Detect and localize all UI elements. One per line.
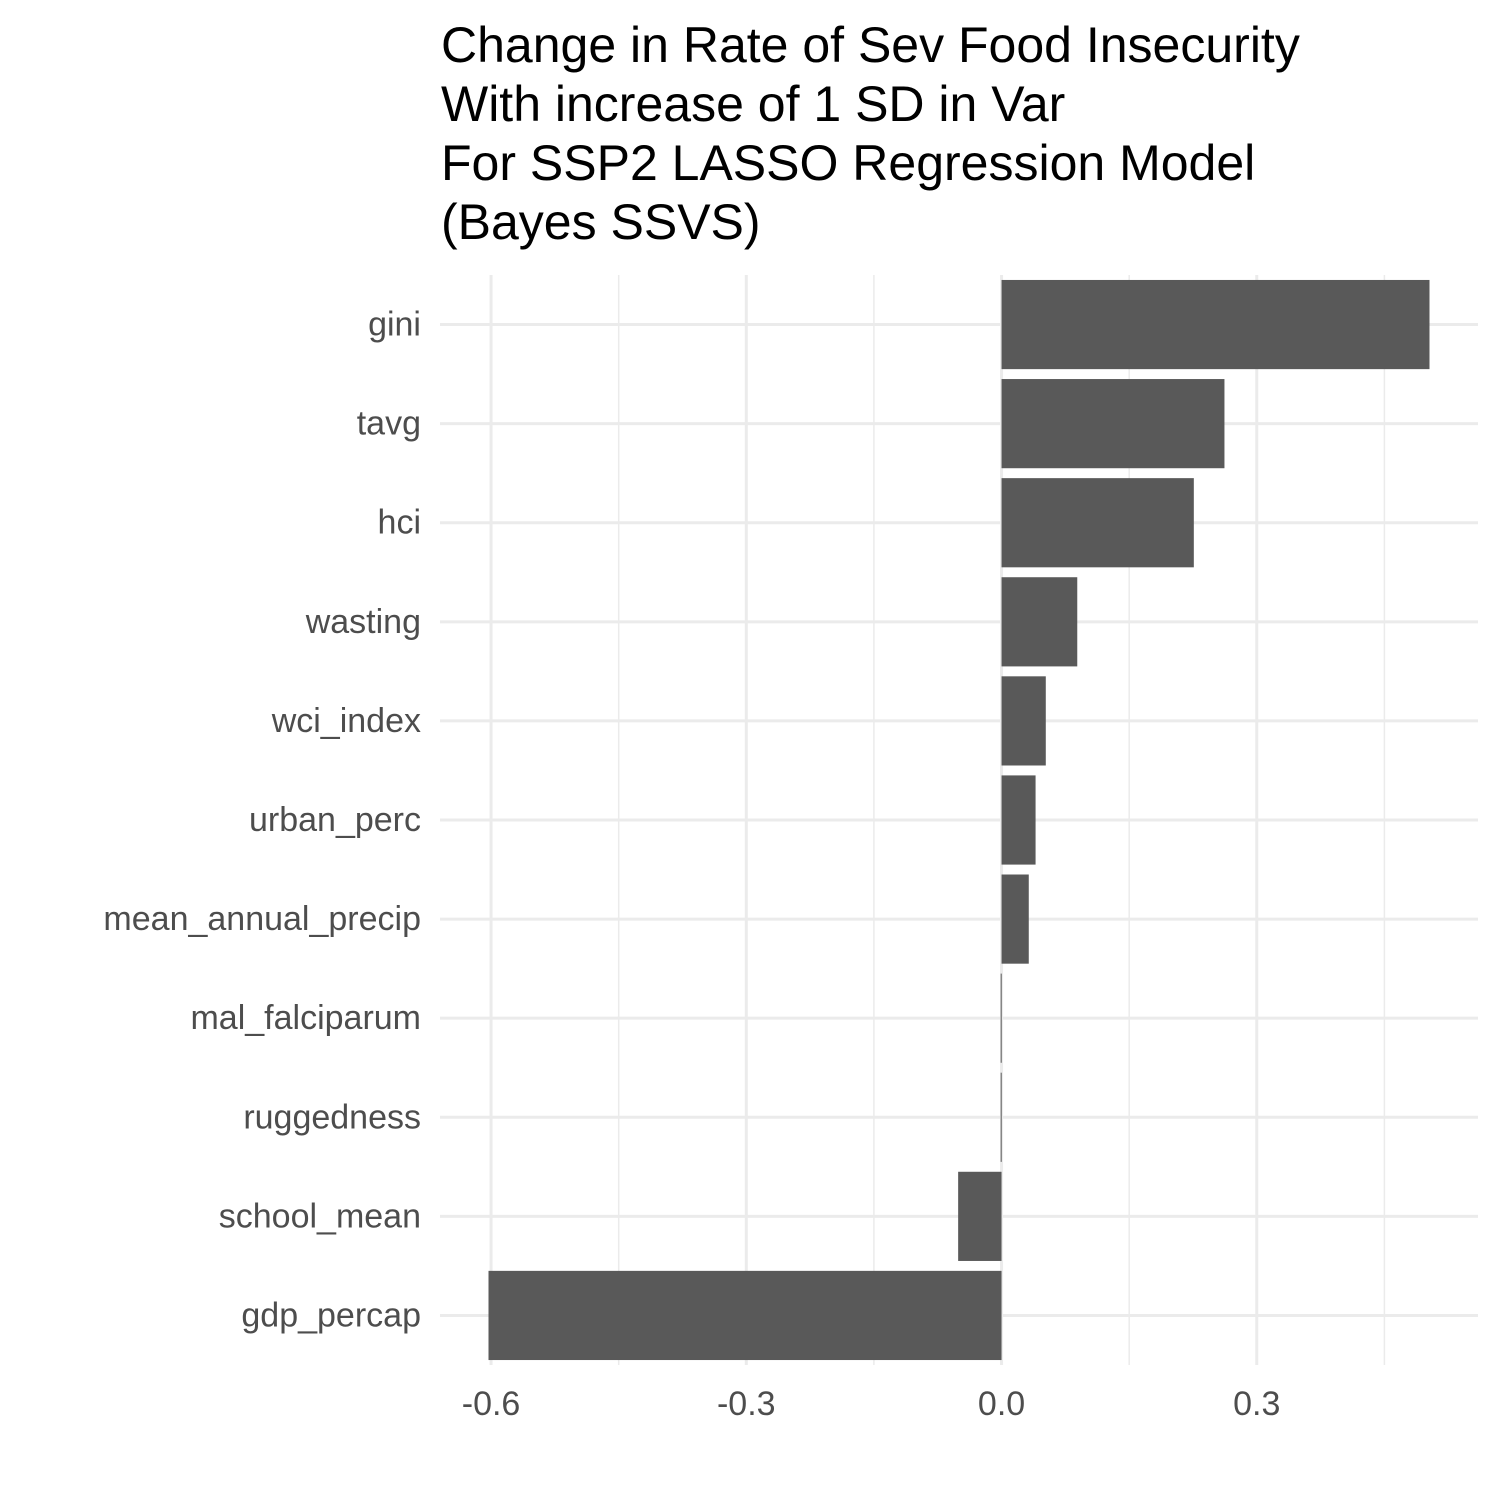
title-line-2: With increase of 1 SD in Var (441, 76, 1066, 132)
x-tick-label-3: 0.3 (1233, 1385, 1280, 1423)
y-tick-label-tavg: tavg (357, 405, 421, 443)
bar-mean_annual_precip (1001, 874, 1029, 964)
y-tick-label-gdp_percap: gdp_percap (241, 1296, 421, 1334)
bar-wci_index (1001, 676, 1046, 766)
y-tick-label-wasting: wasting (305, 603, 421, 641)
x-tick-label-1: -0.3 (717, 1385, 776, 1423)
title-line-3: For SSP2 LASSO Regression Model (441, 135, 1256, 191)
chart-title: Change in Rate of Sev Food Insecurity Wi… (441, 16, 1300, 252)
label-layer: gini tavg hci wasting wci_index urban_percmea… (103, 306, 1280, 1423)
bar-urban_perc (1001, 775, 1036, 865)
bar-wasting (1001, 577, 1078, 667)
x-tick-label-0: -0.6 (462, 1385, 521, 1423)
bar-ruggedness (1000, 1072, 1002, 1162)
bar-tavg (1001, 379, 1225, 469)
y-tick-label-wci_index: wci_index (271, 702, 421, 740)
x-tick-label-2: 0.0 (978, 1385, 1025, 1423)
y-tick-label-mean_annual_precip: mean_annual_precip (103, 900, 421, 938)
title-line-4: (Bayes SSVS) (441, 194, 761, 250)
bar-layer (488, 279, 1430, 1361)
y-tick-label-school_mean: school_mean (219, 1197, 421, 1235)
y-tick-label-urban_perc: urban_perc (249, 801, 421, 839)
y-tick-label-gini: gini (368, 306, 421, 344)
bar-school_mean (958, 1171, 1002, 1261)
y-tick-label-ruggedness: ruggedness (243, 1098, 421, 1136)
bar-hci (1001, 478, 1194, 568)
bar-gini (1001, 279, 1430, 370)
bar-mal_falciparum (1000, 973, 1002, 1063)
bar-gdp_percap (488, 1270, 1002, 1361)
y-tick-label-mal_falciparum: mal_falciparum (190, 999, 421, 1037)
y-tick-label-hci: hci (378, 504, 421, 542)
title-line-1: Change in Rate of Sev Food Insecurity (441, 17, 1300, 73)
